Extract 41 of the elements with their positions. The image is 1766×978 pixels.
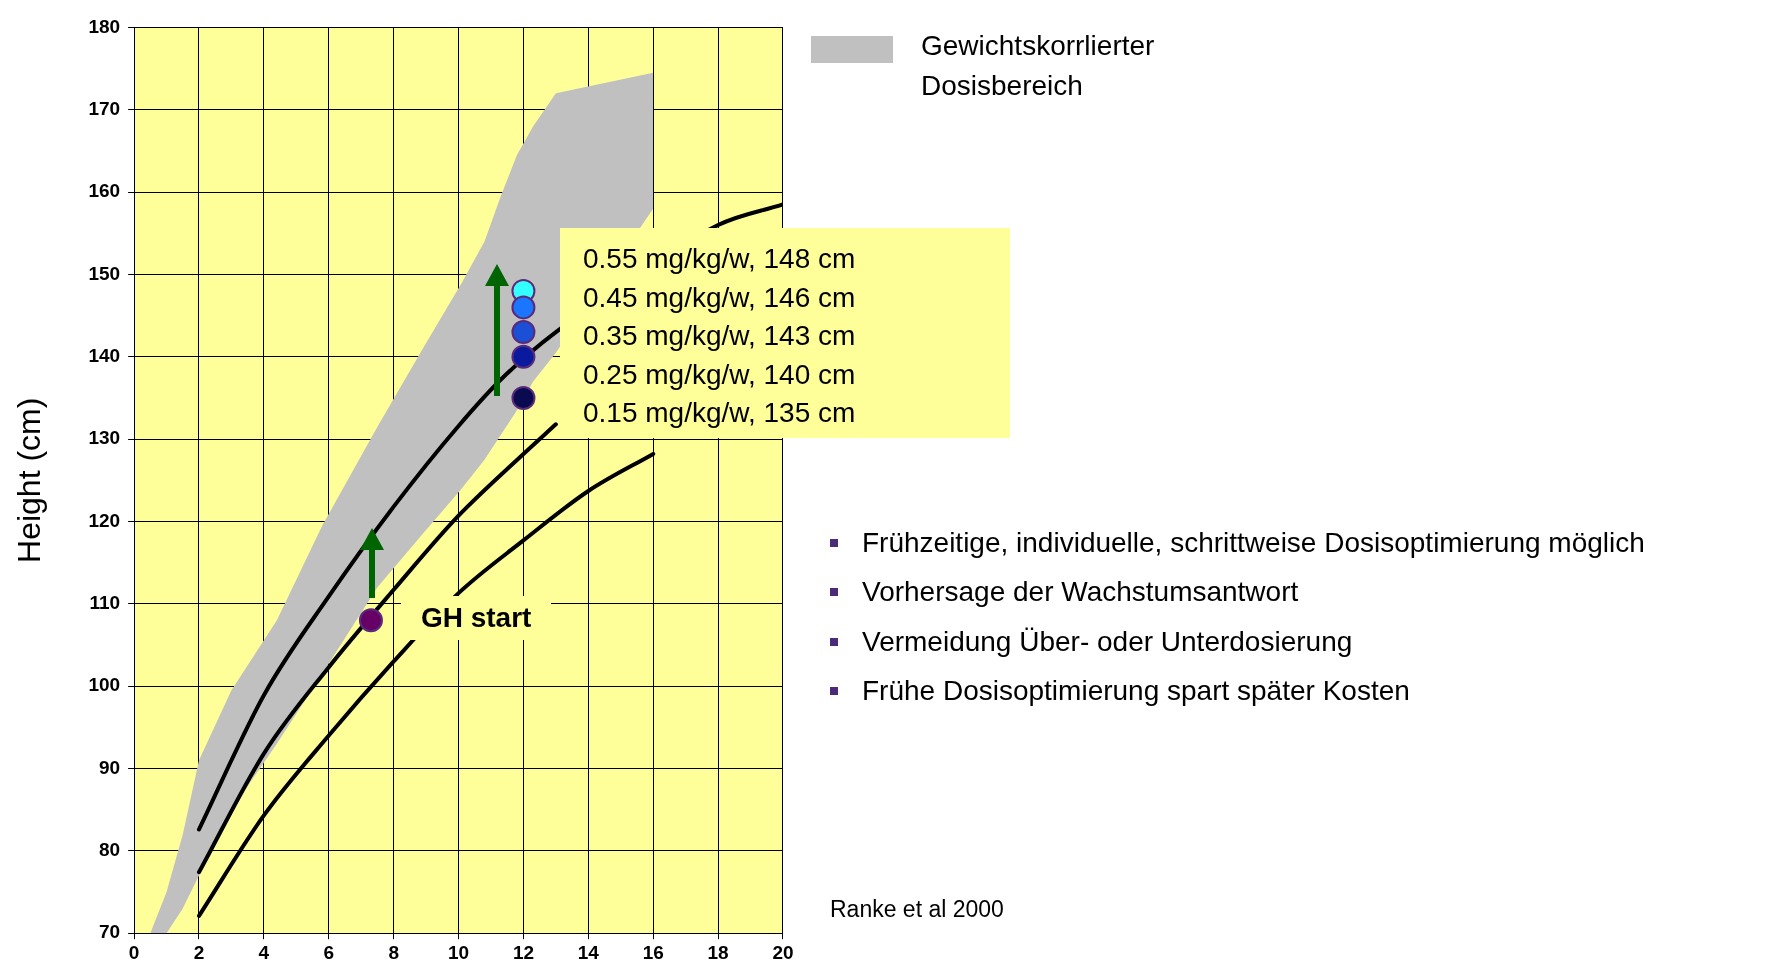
point [358,608,383,633]
x-tick-label: 2 [193,941,205,963]
annotation: 0.55 mg/kg/w, 148 cm [583,242,857,276]
text: Vorhersage der Wachstumsantwort [862,576,1299,609]
y-tick-label: 90 [98,756,121,778]
y-tick-label: 100 [88,674,121,696]
y-axis-title: Height (cm) [11,397,48,563]
x-tick-label: 14 [577,941,600,963]
annotation: 0.45 mg/kg/w, 146 cm [583,280,857,315]
y-tick-label: 70 [98,921,121,943]
x-tick-label: 20 [772,941,794,963]
y-tick-label: 120 [88,509,121,531]
x-tick-label: 4 [258,941,270,963]
text: Frühzeitige, individuelle, schrittweise Dosisoptimierung möglich [862,526,1645,559]
annotation: 0.15 mg/kg/w, 135 cm [583,396,857,430]
y-tick-label: 180 [88,15,121,37]
text-box: GH start [400,596,552,641]
x-tick-label: 16 [642,941,664,963]
y-tick-label: 80 [98,839,121,861]
text: Ranke et al 2000 [830,896,1004,923]
x-tick-label: 12 [512,941,535,963]
x-tick-label: 18 [707,941,729,963]
annotation: 0.35 mg/kg/w, 143 cm [583,319,857,353]
x-tick-label: 10 [447,941,470,963]
text: Vermeidung Über- oder Unterdosierung [862,625,1353,658]
legend-label: Gewichtskorrlierter Dosisbereich [921,29,1156,103]
point [511,385,536,410]
y-tick-label: 170 [88,97,121,119]
y-tick-label: 150 [88,262,121,284]
y-tick-label: 110 [89,592,121,614]
x-tick-label: 8 [388,941,399,963]
x-tick-label: 6 [323,941,335,963]
point [511,344,536,369]
y-tick-label: 140 [88,345,121,367]
text: Frühe Dosisoptimierung spart später Kosten [862,675,1410,708]
point [511,295,536,320]
x-tick-label: 0 [128,941,140,963]
y-tick-label: 130 [88,427,121,449]
point [511,320,536,345]
y-tick-label: 160 [88,180,121,202]
annotation: 0.25 mg/kg/w, 140 cm [583,357,857,392]
